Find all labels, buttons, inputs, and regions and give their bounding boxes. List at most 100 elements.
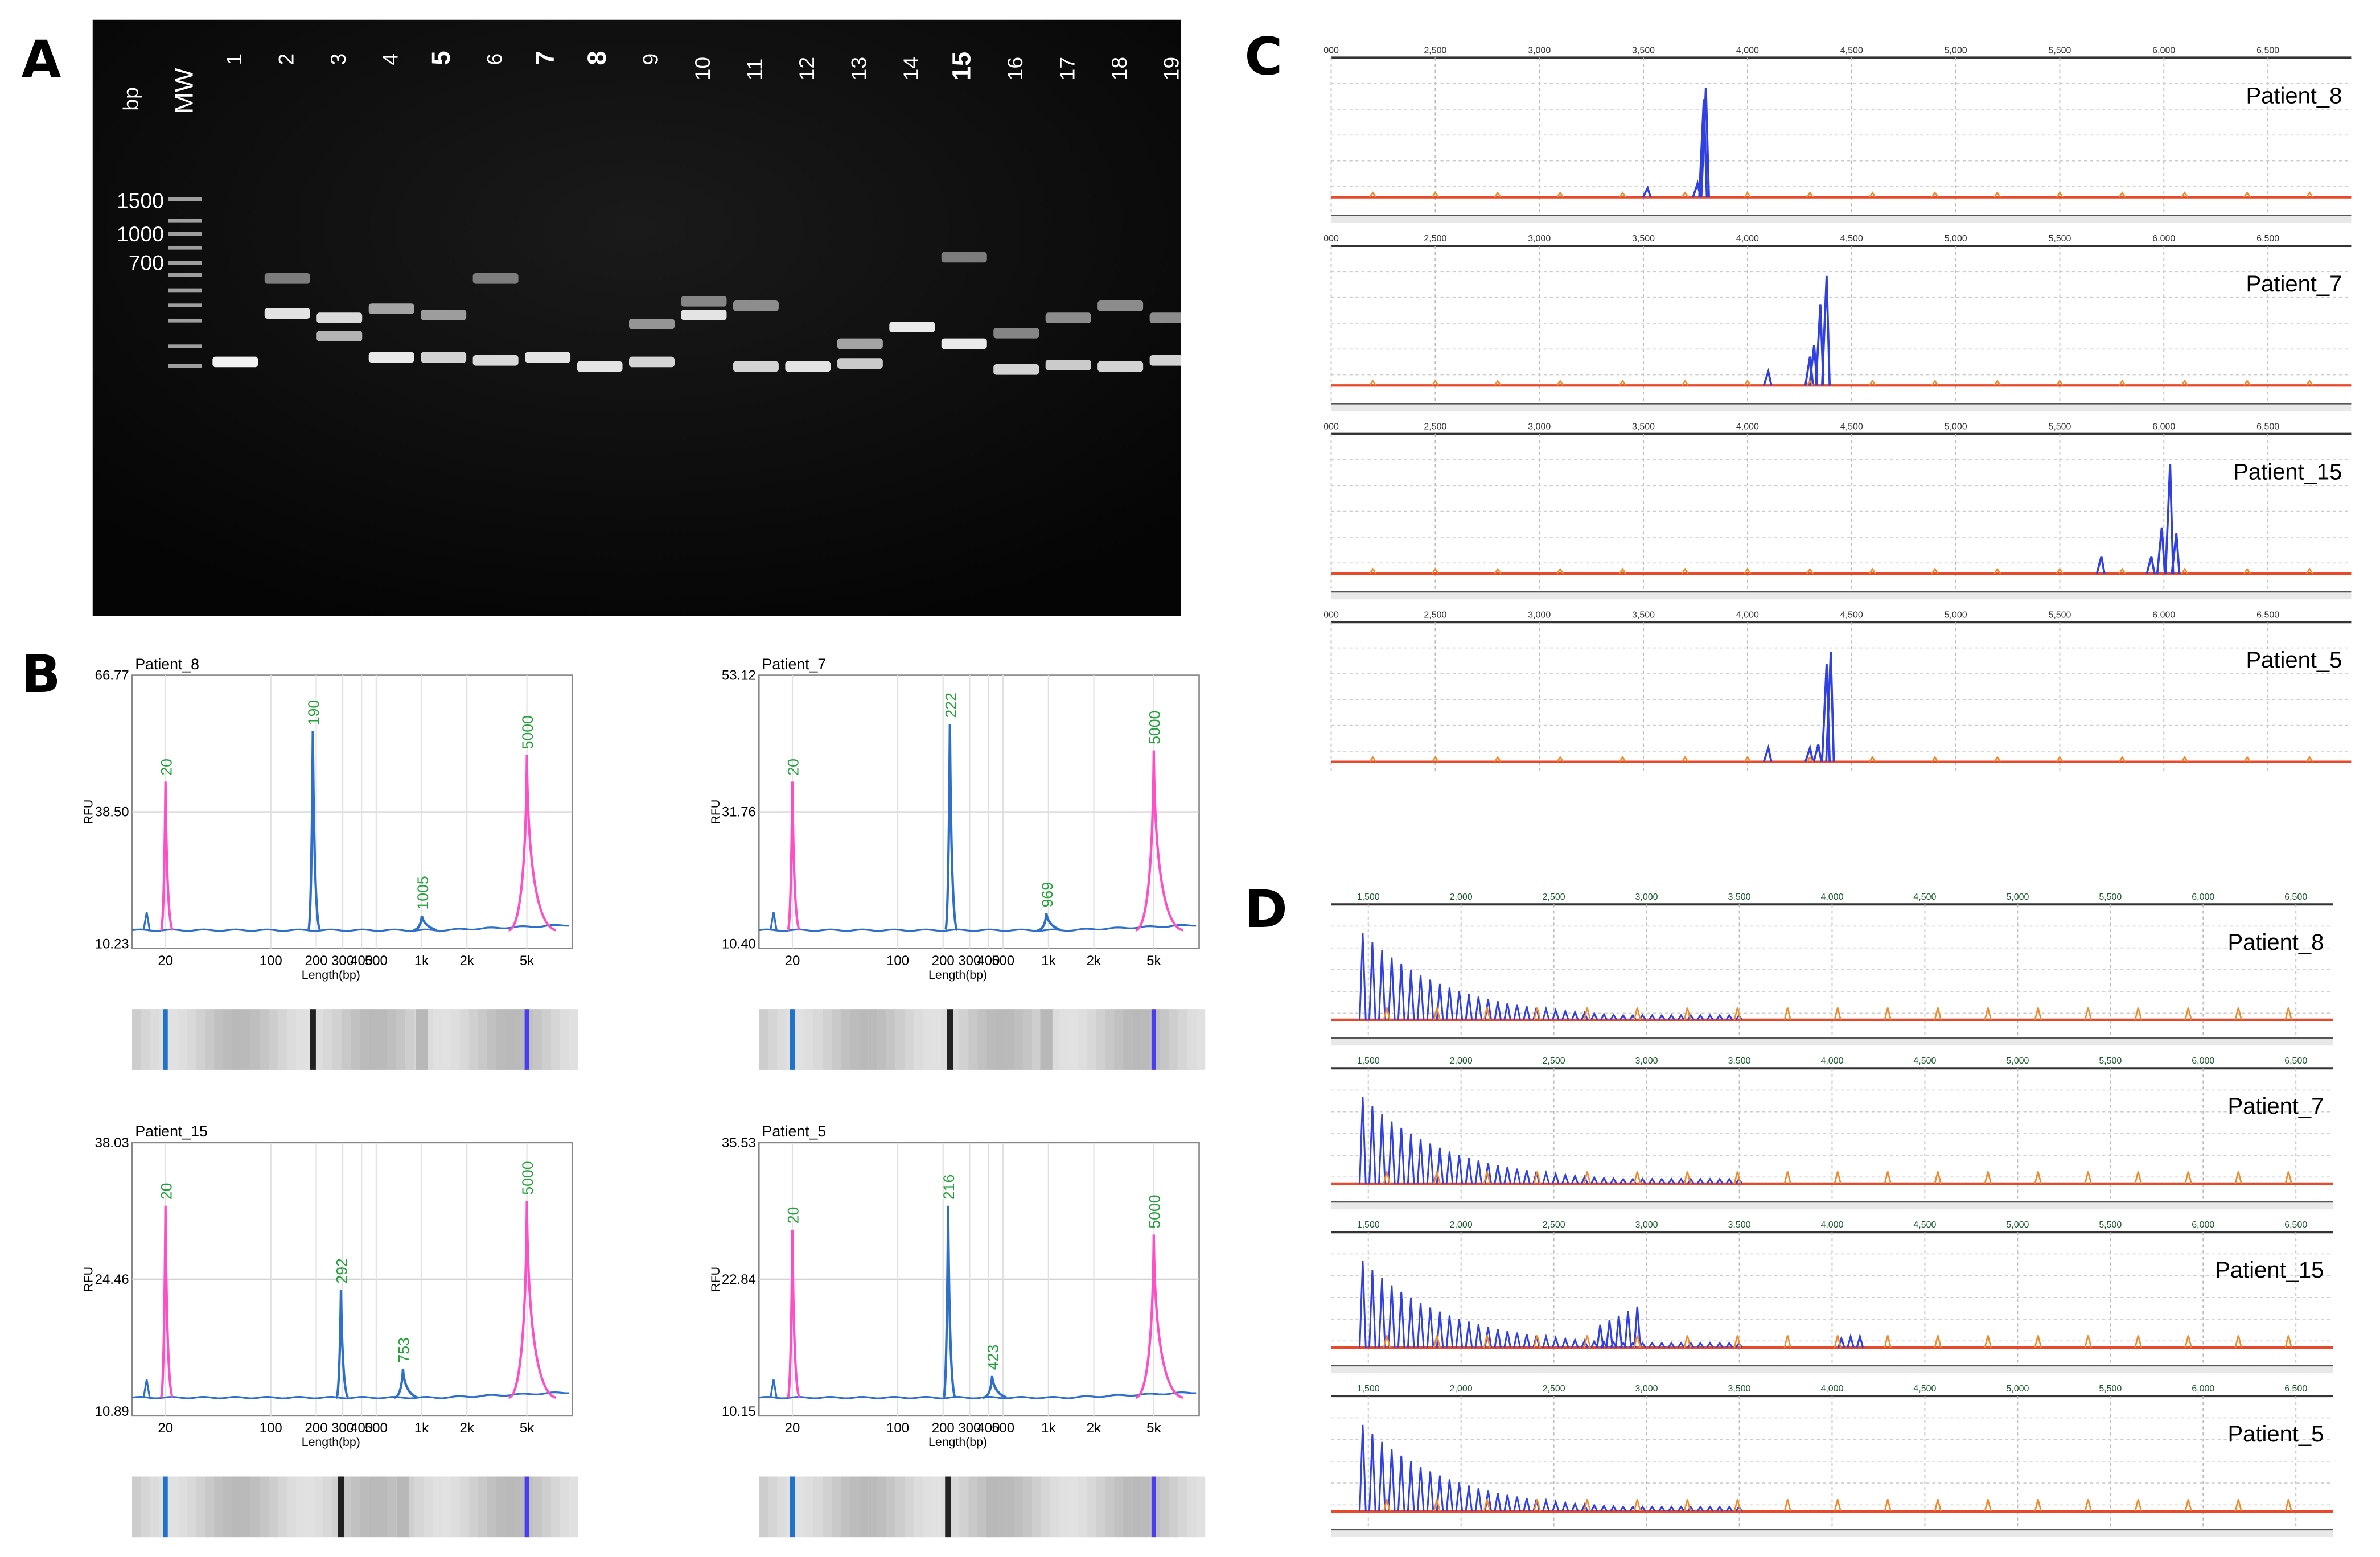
trace-peak [1590, 1503, 1598, 1512]
gel-strip-shade [1096, 1009, 1105, 1082]
size-standard-peak [2134, 1335, 2142, 1348]
size-standard-peak [1494, 379, 1502, 386]
trace-peak [1552, 1499, 1560, 1512]
gel-strip-shade [387, 1476, 396, 1550]
gel-strip-shade [377, 1476, 387, 1550]
gel-strip-shade [478, 1009, 487, 1082]
size-standard-peak [1884, 1335, 1892, 1348]
track-tick-label: 2,500 [1424, 422, 1446, 432]
peak-20 [786, 781, 801, 932]
trace-peak [1407, 1461, 1415, 1511]
trace-peak [1465, 1485, 1473, 1512]
gel-strip-band [163, 1476, 168, 1550]
size-standard-peak [2305, 379, 2313, 386]
size-standard-peak [1431, 379, 1439, 386]
gel-strip-shade [487, 1009, 496, 1082]
gel-strip-shade [877, 1009, 887, 1082]
size-standard-peak [2084, 1335, 2092, 1348]
gel-strip-shade [250, 1476, 260, 1550]
gel-band [1149, 312, 1181, 323]
track-tick-label: 4,500 [1840, 46, 1863, 55]
peak-label: 216 [940, 1175, 957, 1200]
track-tick-label: 3,500 [1632, 422, 1655, 432]
gel-strip-shade [996, 1009, 1005, 1082]
size-standard-peak [1556, 756, 1564, 763]
trace-peak [1368, 1270, 1376, 1348]
trace-peak [1600, 1176, 1608, 1184]
gel-strip-shade [968, 1476, 978, 1550]
trace-peak [1600, 1504, 1608, 1512]
trace-minor-peak [142, 1379, 151, 1398]
gel-strip-shade [859, 1009, 869, 1082]
gel-strip-shade [295, 1009, 305, 1082]
gel-ladder-band [168, 273, 202, 277]
track-tick-label: 5,500 [2099, 1056, 2122, 1066]
gel-strip-shade [886, 1009, 896, 1082]
size-standard-peak [1683, 1499, 1691, 1512]
panel-label-c: C [1244, 27, 1283, 88]
gel-band [1045, 312, 1091, 323]
track-tick-label: 5,500 [2099, 1220, 2122, 1230]
trace-peak [1692, 179, 1702, 198]
trace-peak [1474, 1160, 1483, 1184]
track-tick-label: 6,500 [2256, 46, 2279, 55]
track-tick-label: 2,500 [1543, 892, 1565, 902]
track-tick-label: 5,000 [1945, 46, 1967, 55]
gel-strip-shade [414, 1476, 424, 1550]
trace-peak [1397, 1455, 1405, 1511]
trace-peak [1368, 1106, 1376, 1184]
trace-peak [1416, 975, 1425, 1020]
trace-peak [1494, 1329, 1502, 1348]
gel-strip-shade [877, 1476, 887, 1550]
trace-peak [1474, 1324, 1483, 1348]
trace-peak [1648, 1014, 1656, 1020]
size-standard-peak [2056, 756, 2064, 763]
gel-band [837, 338, 883, 349]
gel-strip-shade [1078, 1009, 1087, 1082]
size-standard-peak [1834, 1007, 1841, 1020]
trace-peak [1619, 1505, 1627, 1512]
gel-strip-shade [195, 1009, 205, 1082]
gel-strip-shade [895, 1476, 905, 1550]
trace-peak [1368, 942, 1376, 1020]
gel-strip-shade [432, 1476, 442, 1550]
size-standard-peak [2284, 1007, 2292, 1020]
gel-strip-shade [795, 1009, 805, 1082]
gel-ladder-band [168, 344, 202, 348]
track-footer [1331, 591, 2352, 600]
trace-peak [1552, 1335, 1560, 1348]
gel-ladder-band [168, 232, 202, 236]
gel-strip-shade [468, 1009, 478, 1082]
size-standard-peak [1834, 1335, 1841, 1348]
size-standard-peak [1683, 1171, 1691, 1184]
x-tick-label: 1k [1041, 1420, 1056, 1436]
x-tick-label: 400 [350, 953, 373, 969]
gel-strip-shade [550, 1009, 560, 1082]
trace-peak [1581, 1175, 1589, 1184]
peak-5000 [508, 1201, 557, 1399]
gel-strip-shade [268, 1009, 278, 1082]
gel-strip-shade [1160, 1476, 1169, 1550]
trace-peak [1609, 1505, 1618, 1512]
size-standard-peak [2118, 567, 2126, 574]
gel-lane-label: 4 [378, 53, 402, 65]
electropherogram-title: Patient_7 [762, 656, 827, 673]
gel-band [264, 308, 310, 319]
gel-strip-shade [1032, 1476, 1042, 1550]
gel-band [993, 364, 1039, 375]
gel-strip-shade [768, 1009, 778, 1082]
track-footer [1331, 1037, 2333, 1046]
trace-peak [1698, 99, 1708, 197]
gel-strip-shade [250, 1009, 260, 1082]
peak-label: 969 [1039, 882, 1056, 907]
gel-band [1149, 355, 1181, 366]
gel-strip-shade [514, 1009, 524, 1082]
size-standard-peak [2305, 567, 2313, 574]
track-tick-label: 1,500 [1357, 1056, 1380, 1066]
x-tick-label: 200 [932, 953, 955, 969]
track-tick-label: 3,500 [1632, 234, 1655, 244]
trace-peak [1503, 1331, 1511, 1348]
trace-peak [1455, 1482, 1464, 1511]
size-standard-peak [2118, 379, 2126, 386]
size-standard-peak [2118, 756, 2126, 763]
